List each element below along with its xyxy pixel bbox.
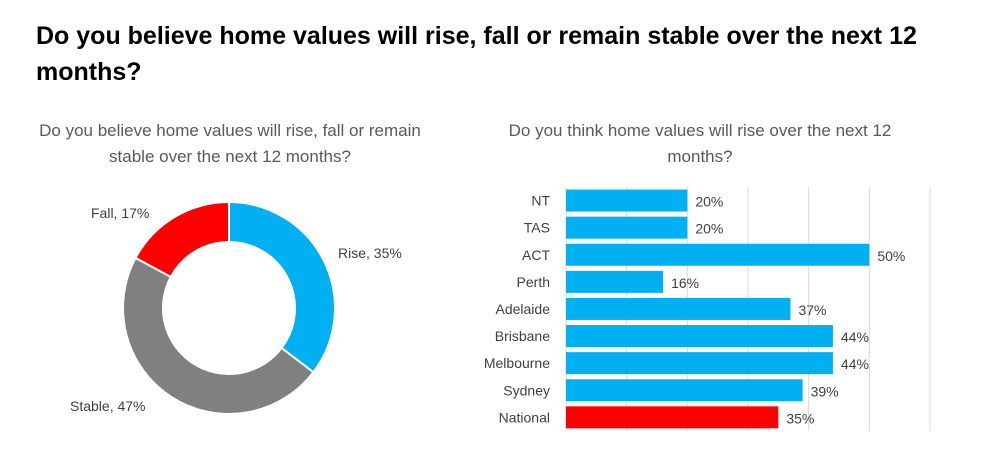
bar-value-label: 44% xyxy=(841,356,869,372)
bar-nt xyxy=(566,189,688,212)
bar-national xyxy=(566,406,779,429)
donut-label-stable: Stable, 47% xyxy=(70,398,146,414)
bar-category-label: Adelaide xyxy=(496,301,551,317)
bar-category-label: Perth xyxy=(517,274,550,290)
bar-chart-title: Do you think home values will rise over … xyxy=(508,121,892,166)
bar-value-label: 16% xyxy=(671,275,699,291)
bar-category-label: National xyxy=(499,409,550,425)
bar-category-label: NT xyxy=(531,193,550,209)
bar-category-label: Sydney xyxy=(503,382,550,398)
bar-value-label: 35% xyxy=(786,410,814,426)
bar-category-label: TAS xyxy=(524,220,550,236)
bar-tas xyxy=(566,216,688,239)
donut-slice-stable xyxy=(122,256,315,415)
bar-value-label: 37% xyxy=(798,302,826,318)
bar-category-label: ACT xyxy=(522,247,550,263)
bar-value-label: 39% xyxy=(811,383,839,399)
bar-category-label: Brisbane xyxy=(495,328,550,344)
bar-adelaide xyxy=(566,297,791,320)
bar-value-label: 50% xyxy=(877,248,905,264)
donut-chart-title: Do you believe home values will rise, fa… xyxy=(39,121,421,166)
bar-act xyxy=(566,243,870,266)
bar-sydney xyxy=(566,379,803,402)
bar-brisbane xyxy=(566,325,833,348)
bar-value-label: 20% xyxy=(695,194,723,210)
donut-slice-fall xyxy=(134,200,230,279)
bar-perth xyxy=(566,270,664,293)
bar-category-label: Melbourne xyxy=(484,355,550,371)
donut-label-fall: Fall, 17% xyxy=(91,205,149,221)
page-title: Do you believe home values will rise, fa… xyxy=(36,22,917,86)
bar-value-label: 44% xyxy=(841,329,869,345)
bar-melbourne xyxy=(566,352,833,375)
donut-slice-rise xyxy=(228,200,336,374)
bar-value-label: 20% xyxy=(695,221,723,237)
donut-label-rise: Rise, 35% xyxy=(338,245,402,261)
